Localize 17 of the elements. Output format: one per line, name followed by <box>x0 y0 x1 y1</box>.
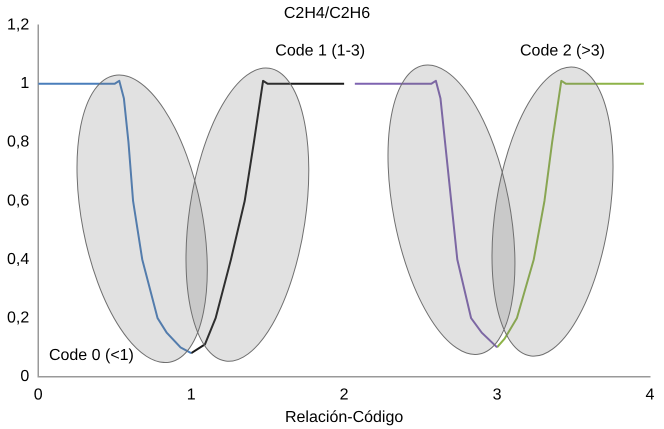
x-tick-label: 4 <box>646 386 655 404</box>
annotation: Code 1 (1-3) <box>275 42 366 60</box>
x-axis-title: Relación-Código <box>284 408 404 426</box>
x-tick-label: 3 <box>492 386 502 404</box>
x-tick-label: 1 <box>186 386 196 404</box>
chart-title: C2H4/C2H6 <box>284 5 370 22</box>
annotation: Code 2 (>3) <box>520 42 605 60</box>
y-tick-label: 1 <box>20 75 30 92</box>
y-tick-label: 0,6 <box>6 192 30 210</box>
y-tick-label: 0 <box>20 368 30 386</box>
x-tick-label: 0 <box>34 386 43 404</box>
y-tick-label: 0,4 <box>6 250 30 268</box>
annotation: Code 0 (<1) <box>48 346 134 364</box>
y-tick-label: 0,2 <box>6 309 30 326</box>
y-tick-label: 1,2 <box>6 16 30 34</box>
y-tick-label: 0,8 <box>6 134 30 151</box>
x-tick-label: 2 <box>340 386 349 404</box>
